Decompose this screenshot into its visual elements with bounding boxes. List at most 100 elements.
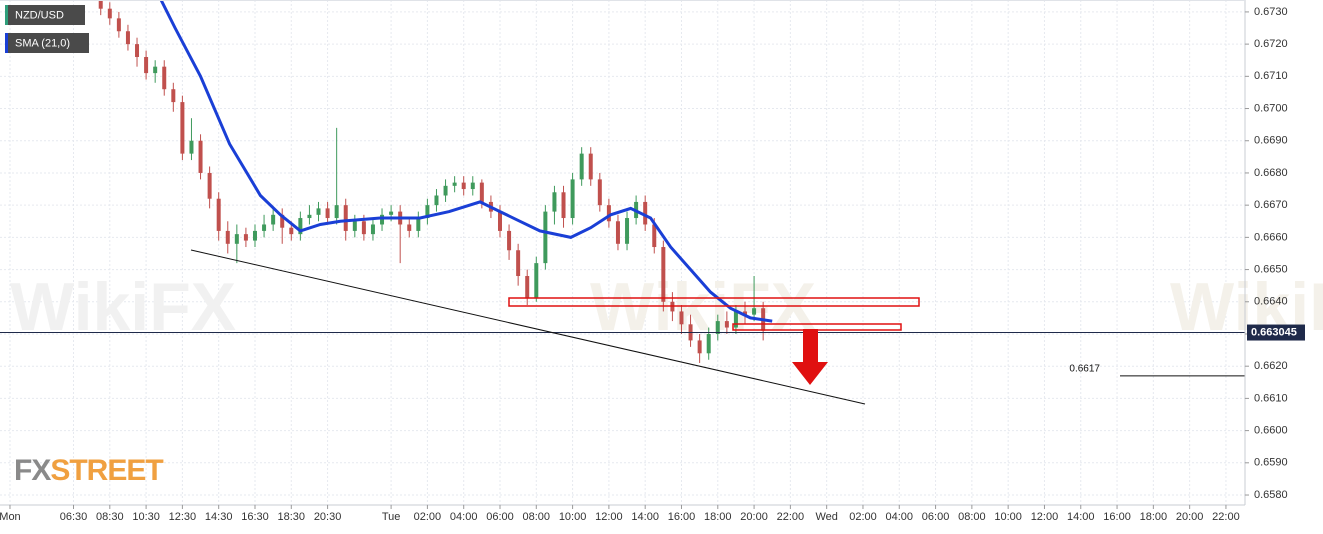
- x-tick-label: Wed: [815, 511, 837, 523]
- x-tick-label: 18:00: [1140, 511, 1168, 523]
- watermark: WikiFX: [10, 269, 236, 345]
- legend-box: [5, 33, 89, 53]
- candle-body: [334, 205, 339, 219]
- x-tick-label: 16:00: [668, 511, 696, 523]
- grid: [0, 0, 1245, 505]
- candle-body: [579, 153, 584, 180]
- candle-body: [479, 182, 484, 202]
- y-tick-label: 0.6710: [1254, 70, 1288, 82]
- candle-body: [389, 211, 394, 215]
- candle-body: [298, 218, 303, 235]
- candle-body: [452, 182, 457, 186]
- candle-body: [144, 57, 149, 74]
- candle-body: [543, 211, 548, 264]
- candle-body: [534, 263, 539, 299]
- x-tick-label: 04:00: [886, 511, 914, 523]
- candle-body: [307, 214, 312, 219]
- candle-body: [271, 214, 276, 225]
- candle-body: [352, 221, 357, 231]
- candle-body: [135, 44, 140, 58]
- x-tick-label: 14:00: [631, 511, 659, 523]
- candle-body: [643, 201, 648, 225]
- x-tick-label: 20:00: [740, 511, 768, 523]
- candle-body: [98, 0, 103, 9]
- candle-body: [525, 276, 530, 299]
- candle-body: [153, 66, 158, 74]
- candle-body: [470, 182, 475, 190]
- candle-body: [443, 185, 448, 196]
- candle-body: [679, 311, 684, 325]
- candle-body: [597, 179, 602, 206]
- candle-body: [434, 195, 439, 206]
- legend-box: [5, 5, 85, 25]
- candle-body: [116, 18, 121, 32]
- sma-line: [159, 0, 773, 323]
- candle-body: [225, 230, 230, 244]
- x-tick-label: 10:00: [994, 511, 1022, 523]
- down-arrow: [792, 329, 828, 385]
- plot: 0.6617: [0, 0, 1245, 377]
- candle-body: [552, 192, 557, 212]
- x-tick-label: 12:30: [169, 511, 197, 523]
- candle-body: [733, 311, 738, 328]
- x-tick-label: 12:00: [1031, 511, 1059, 523]
- y-tick-label: 0.6600: [1254, 425, 1288, 437]
- y-tick-label: 0.6680: [1254, 167, 1288, 179]
- watermark: WikiFX: [590, 269, 816, 345]
- last-price-label: 0.663045: [1251, 326, 1297, 338]
- candle-body: [497, 211, 502, 231]
- resistance-box: [508, 297, 920, 307]
- candle-body: [752, 308, 757, 315]
- logo-part: FX: [14, 454, 51, 487]
- candle-body: [107, 8, 112, 19]
- candle-body: [280, 214, 285, 228]
- candle-body: [125, 31, 130, 45]
- y-tick-label: 0.6620: [1254, 360, 1288, 372]
- candle-body: [652, 224, 657, 248]
- x-tick-label: 20:30: [314, 511, 342, 523]
- x-tick-label: 16:00: [1103, 511, 1131, 523]
- level-label: 0.6617: [1069, 363, 1100, 374]
- last-price-badge: [1247, 324, 1305, 341]
- candle-body: [189, 140, 194, 154]
- candle-body: [325, 208, 330, 219]
- x-tick-label: 06:30: [60, 511, 88, 523]
- candle-body: [706, 333, 711, 354]
- y-tick-label: 0.6640: [1254, 296, 1288, 308]
- candle-body: [216, 198, 221, 231]
- y-tick-label: 0.6720: [1254, 38, 1288, 50]
- candle-body: [180, 102, 185, 154]
- legend-label: NZD/USD: [15, 9, 64, 21]
- legend-swatch: [5, 5, 8, 25]
- candle-body: [661, 247, 666, 302]
- x-tick-label: 22:00: [1212, 511, 1240, 523]
- logo: FXSTREET: [14, 454, 163, 487]
- axes: 0.65800.65900.66000.66100.66200.66300.66…: [0, 6, 1305, 523]
- candle-body: [198, 140, 203, 173]
- candle-body: [361, 221, 366, 235]
- candle-body: [243, 234, 248, 241]
- candle-body: [461, 182, 466, 190]
- candle-body: [380, 214, 385, 225]
- candle-body: [343, 205, 348, 231]
- candle-body: [561, 192, 566, 219]
- candle-body: [416, 218, 421, 231]
- candle-body: [262, 224, 267, 231]
- y-tick-label: 0.6700: [1254, 102, 1288, 114]
- y-tick-label: 0.6590: [1254, 457, 1288, 469]
- candle-body: [207, 172, 212, 199]
- candle-body: [743, 311, 748, 315]
- candle-body: [615, 221, 620, 244]
- x-tick-label: Tue: [382, 511, 401, 523]
- x-tick-label: 18:30: [278, 511, 306, 523]
- candle-body: [234, 234, 239, 244]
- x-tick-label: 14:00: [1067, 511, 1095, 523]
- candle-body: [370, 224, 375, 235]
- candle-body: [289, 227, 294, 235]
- candle-body: [570, 179, 575, 219]
- candle-body: [625, 218, 630, 244]
- candle-body: [715, 321, 720, 334]
- candle-body: [407, 224, 412, 231]
- x-tick-label: 08:00: [958, 511, 986, 523]
